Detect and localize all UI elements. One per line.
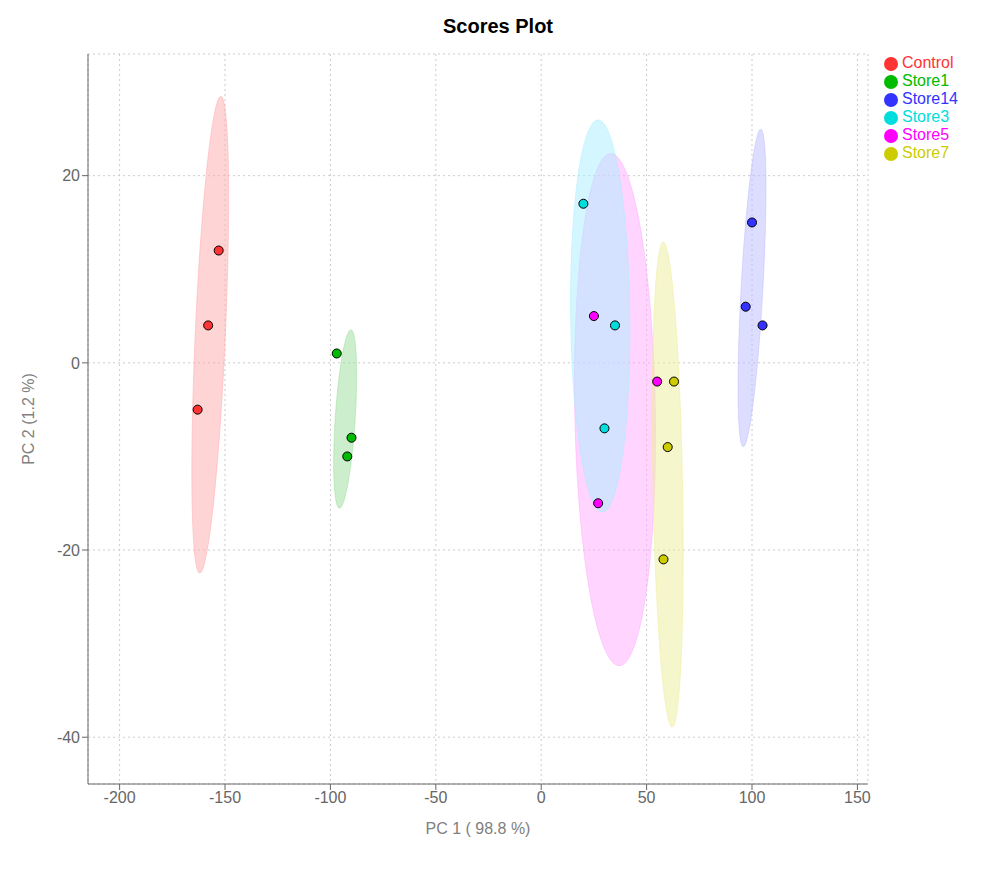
- svg-text:150: 150: [844, 789, 871, 806]
- svg-text:-50: -50: [424, 789, 447, 806]
- svg-text:20: 20: [62, 167, 80, 184]
- svg-text:-40: -40: [57, 729, 80, 746]
- html-text:Scores Plot: Scores Plot: [443, 15, 553, 37]
- svg-text:0: 0: [71, 355, 80, 372]
- html-text:Store3: Store3: [902, 108, 950, 125]
- svg-text:PC 1 ( 98.8 %): PC 1 ( 98.8 %): [426, 820, 531, 837]
- svg-text:-100: -100: [314, 789, 346, 806]
- svg-text:0: 0: [537, 789, 546, 806]
- svg-text:100: 100: [739, 789, 766, 806]
- html-text:Control: Control: [902, 54, 954, 71]
- svg-text:PC 2 (1.2 %): PC 2 (1.2 %): [20, 373, 37, 465]
- html-text:Store1: Store1: [902, 72, 950, 89]
- svg-text:-200: -200: [104, 789, 136, 806]
- svg-text:50: 50: [638, 789, 656, 806]
- svg-text:-20: -20: [57, 542, 80, 559]
- html-text:Store14: Store14: [902, 90, 958, 107]
- html-text:Store7: Store7: [902, 144, 950, 161]
- html-text:Store5: Store5: [902, 126, 950, 143]
- svg-text:-150: -150: [209, 789, 241, 806]
